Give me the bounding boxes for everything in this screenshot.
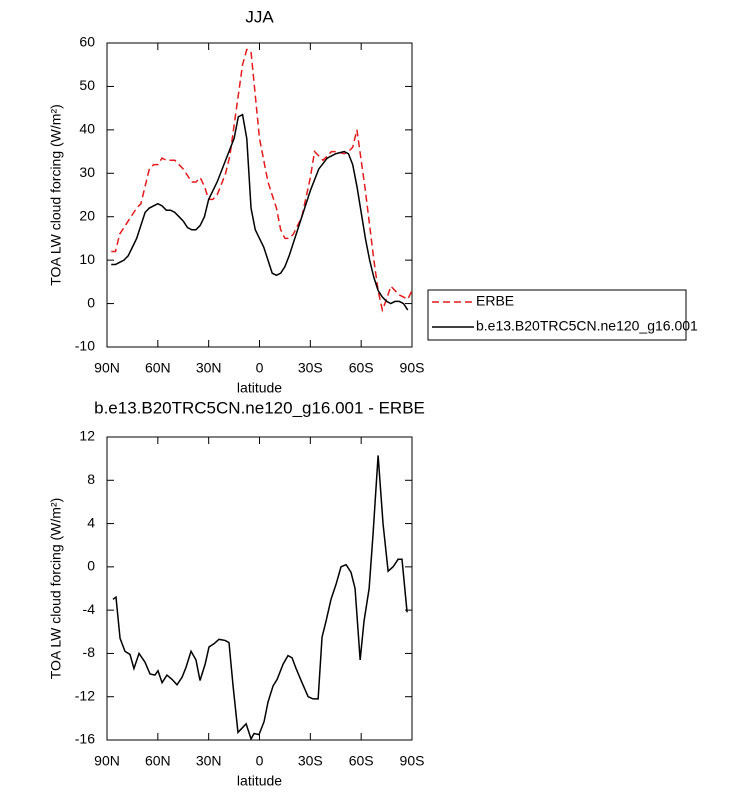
y-tick-label: 60 (79, 34, 95, 50)
x-tick-label: 60N (145, 753, 171, 769)
x-axis-label: latitude (237, 773, 282, 789)
y-tick-label: 20 (79, 207, 95, 223)
legend-box (427, 289, 687, 341)
x-tick-label: 0 (256, 360, 264, 376)
y-tick-label: -8 (83, 644, 96, 660)
y-tick-label: -10 (75, 338, 95, 354)
y-tick-label: 40 (79, 121, 95, 137)
x-axis-label: latitude (237, 380, 282, 396)
legend-label: ERBE (476, 293, 514, 309)
x-tick-label: 60S (349, 360, 374, 376)
legend-label: b.e13.B20TRC5CN.ne120_g16.001 (476, 318, 698, 334)
x-tick-label: 0 (256, 753, 264, 769)
x-tick-label: 30S (298, 360, 323, 376)
plot-frame (106, 42, 413, 348)
y-tick-label: 50 (79, 77, 95, 93)
y-tick-label: 30 (79, 164, 95, 180)
y-tick-label: 0 (87, 294, 95, 310)
x-tick-label: 30N (196, 360, 222, 376)
y-tick-label: -4 (83, 601, 96, 617)
y-tick-label: 12 (79, 428, 95, 444)
x-tick-label: 90S (400, 360, 425, 376)
x-tick-label: 30N (196, 753, 222, 769)
data-line (111, 113, 409, 311)
y-tick-label: 8 (87, 471, 95, 487)
data-line (112, 455, 408, 741)
x-tick-label: 90S (400, 753, 425, 769)
x-tick-label: 90N (94, 753, 120, 769)
plot-frame (106, 436, 413, 741)
chart-title: JJA (245, 7, 274, 26)
y-axis-label: TOA LW cloud forcing (W/m²) (48, 104, 64, 286)
y-axis-label: TOA LW cloud forcing (W/m²) (48, 498, 64, 680)
y-tick-label: 10 (79, 251, 95, 267)
x-tick-label: 60N (145, 360, 171, 376)
data-line (111, 48, 413, 313)
y-tick-label: 0 (87, 558, 95, 574)
x-tick-label: 30S (298, 753, 323, 769)
y-tick-label: -16 (75, 731, 95, 747)
chart-title: b.e13.B20TRC5CN.ne120_g16.001 - ERBE (94, 398, 425, 417)
x-tick-label: 60S (349, 753, 374, 769)
y-tick-label: 4 (87, 514, 95, 530)
x-tick-label: 90N (94, 360, 120, 376)
y-tick-label: -12 (75, 687, 95, 703)
